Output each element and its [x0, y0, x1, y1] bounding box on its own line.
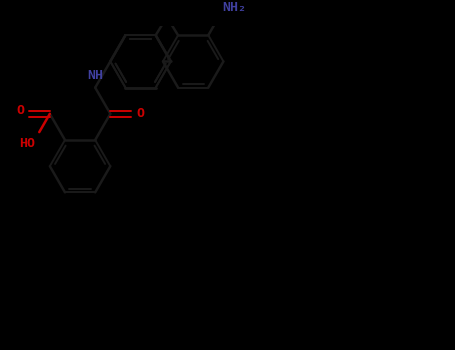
Text: NH₂: NH₂ — [222, 1, 247, 14]
Text: NH: NH — [87, 69, 103, 82]
Text: O: O — [16, 104, 24, 117]
Text: HO: HO — [20, 136, 35, 150]
Text: O: O — [136, 107, 144, 120]
